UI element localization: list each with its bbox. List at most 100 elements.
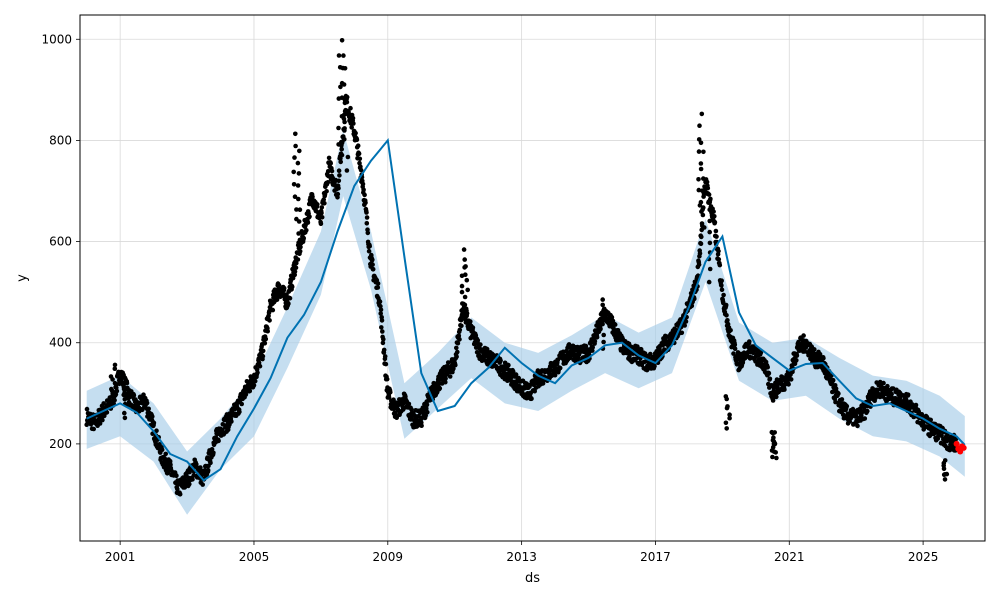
observed-point [478,342,483,347]
observed-point [293,131,298,137]
observed-point [91,426,96,432]
observed-point [378,304,383,309]
observed-point [292,194,298,199]
uncertainty-band [86,130,965,515]
observed-point [276,282,282,288]
observed-point [341,53,346,58]
x-tick-label: 2025 [908,550,939,564]
observed-point [358,164,363,169]
observed-point [771,435,776,440]
observed-point [463,320,469,325]
observed-point [552,372,558,378]
observed-point [529,396,534,402]
observed-point [728,328,733,333]
observed-point [704,179,710,185]
observed-point [598,326,603,332]
observed-point [706,279,712,285]
observed-point [839,397,845,402]
observed-point [339,114,345,119]
observed-point [361,187,366,192]
observed-point [351,121,356,126]
observed-point [104,410,110,415]
observed-point [840,412,846,418]
x-tick-label: 2001 [105,550,136,564]
observed-point [698,199,704,205]
observed-point [712,214,717,219]
observed-point [707,240,713,246]
observed-point [455,340,461,346]
observed-point [190,477,195,482]
observed-point [719,283,724,288]
observed-point [459,308,464,313]
observed-point [121,392,126,398]
observed-point [388,390,393,395]
observed-point [770,454,775,460]
observed-point [794,353,800,358]
observed-point [767,376,773,382]
observed-point [325,169,331,174]
observed-point [463,264,468,269]
observed-point [295,183,301,188]
observed-point [177,492,183,497]
observed-point [881,380,886,386]
observed-point [338,139,344,145]
observed-point [342,119,347,125]
observed-point [941,466,947,472]
observed-point [305,220,311,225]
observed-point [380,329,385,334]
observed-point [506,363,511,368]
observed-point [318,221,324,227]
highlight-point [960,444,967,451]
observed-point [532,388,537,394]
observed-point [296,219,302,224]
observed-point [723,420,729,426]
observed-point [292,272,298,278]
observed-point [698,166,704,172]
observed-point [350,115,356,121]
observed-point [101,401,106,406]
observed-point [296,196,301,202]
observed-point [419,423,424,429]
observed-point [862,416,868,421]
observed-point [380,340,386,346]
observed-point [321,197,327,202]
observed-point [453,362,458,368]
observed-point [772,441,777,447]
observed-point [885,383,890,389]
plot-frame [79,14,986,542]
observed-point [609,314,615,320]
observed-point [167,458,173,464]
observed-point [457,327,463,333]
x-tick-label: 2009 [373,550,404,564]
observed-point [154,428,159,434]
observed-point [294,207,299,212]
observed-point [850,406,856,412]
observed-point [725,318,730,323]
observed-point [600,297,605,302]
observed-point [257,363,263,369]
observed-point [381,347,387,353]
observed-point [612,322,618,327]
observed-point [498,358,503,363]
observed-point [381,336,386,342]
observed-point [255,370,260,375]
observed-point [267,318,272,323]
observed-point [353,130,358,136]
observed-point [652,364,657,369]
observed-point [462,257,468,262]
observed-point [297,207,303,212]
observed-point [307,214,312,219]
observed-point [475,338,481,343]
observed-point [566,342,572,347]
observed-point [163,451,168,457]
observed-point [295,257,301,262]
observed-point [942,472,948,477]
observed-point [734,362,740,367]
observed-point [590,345,595,350]
observed-point [424,406,429,412]
observed-point [370,267,376,272]
x-tick-label: 2021 [774,550,805,564]
observed-point [468,319,473,324]
observed-point [345,154,351,160]
